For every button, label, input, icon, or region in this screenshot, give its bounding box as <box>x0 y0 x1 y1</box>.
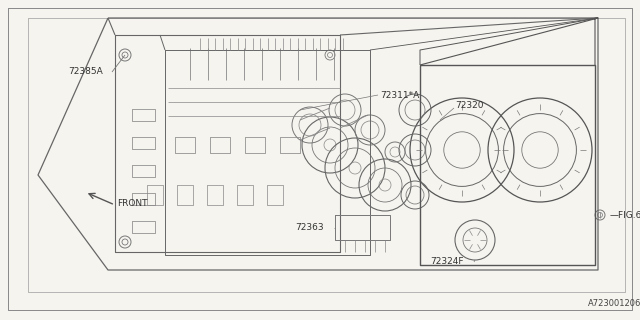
Text: A723001206: A723001206 <box>588 300 640 308</box>
Text: 72385A: 72385A <box>68 68 103 76</box>
Text: 72320: 72320 <box>455 100 483 109</box>
Text: 72363: 72363 <box>295 223 324 233</box>
Text: —FIG.660: —FIG.660 <box>610 211 640 220</box>
Text: 72324F: 72324F <box>430 258 463 267</box>
Text: FRONT: FRONT <box>117 199 147 209</box>
Text: 72311*A: 72311*A <box>380 91 419 100</box>
